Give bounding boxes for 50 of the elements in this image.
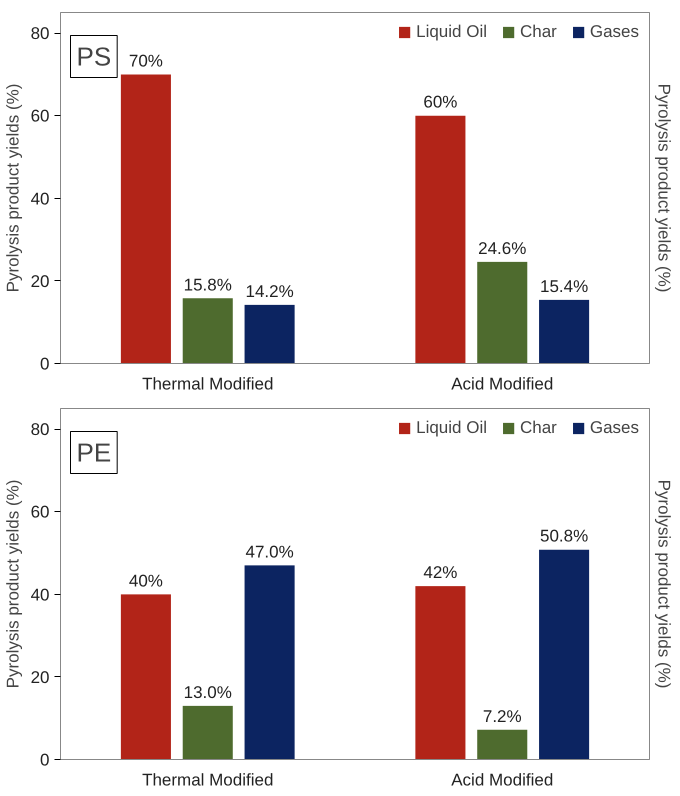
y-tick-label: 0 (40, 750, 50, 770)
text: Pyrolysis product yields (%) (654, 84, 674, 292)
x-tick-label: Thermal Modified (142, 770, 274, 790)
bar (539, 300, 590, 364)
legend-label: Gases (590, 418, 639, 438)
data-label: 13.0% (184, 682, 232, 702)
y-tick-label: 80 (30, 24, 50, 44)
data-label: 47.0% (245, 542, 294, 562)
y-tick-label: 20 (30, 668, 50, 687)
y-axis-title: Pyrolysis product yields (%) (4, 480, 23, 688)
y-tick-label: 40 (30, 189, 50, 208)
legend-label: Gases (590, 22, 639, 42)
text: PE (76, 438, 112, 468)
text: PS (76, 42, 112, 72)
legend-label: Char (520, 418, 557, 438)
text: Pyrolysis product yields (%) (654, 480, 674, 688)
bar (477, 262, 528, 364)
bar (182, 298, 233, 364)
data-label: 7.2% (482, 706, 522, 726)
x-tick-label: Acid Modified (451, 374, 554, 394)
bar (244, 304, 295, 364)
x-tick-label: Thermal Modified (142, 374, 274, 394)
y-tick-label: 20 (30, 272, 50, 291)
y-tick-label: 60 (30, 502, 50, 522)
legend-label: Char (520, 22, 557, 42)
bar (415, 116, 466, 364)
y-tick-label: 60 (30, 106, 50, 126)
data-label: 15.8% (184, 275, 232, 294)
bar (120, 74, 171, 364)
bar (415, 586, 466, 760)
data-label: 24.6% (478, 238, 526, 258)
bar (182, 706, 233, 760)
data-label: 14.2% (245, 282, 294, 301)
bar (244, 565, 295, 760)
y-tick-label: 0 (40, 354, 50, 374)
data-label: 70% (128, 51, 163, 70)
y-tick-label: 40 (30, 585, 50, 604)
x-tick-label: Acid Modified (451, 770, 554, 790)
legend-label: Liquid Oil (416, 418, 487, 438)
data-label: 50.8% (540, 526, 588, 546)
bar (477, 730, 528, 760)
data-label: 42% (423, 563, 458, 582)
y-axis-title: Pyrolysis product yields (%) (4, 84, 23, 292)
data-label: 15.4% (540, 276, 588, 296)
bar (120, 594, 171, 760)
bar (539, 550, 590, 760)
y-tick-label: 80 (30, 420, 50, 440)
data-label: 40% (128, 571, 163, 590)
legend-label: Liquid Oil (416, 22, 487, 42)
data-label: 60% (423, 92, 458, 112)
